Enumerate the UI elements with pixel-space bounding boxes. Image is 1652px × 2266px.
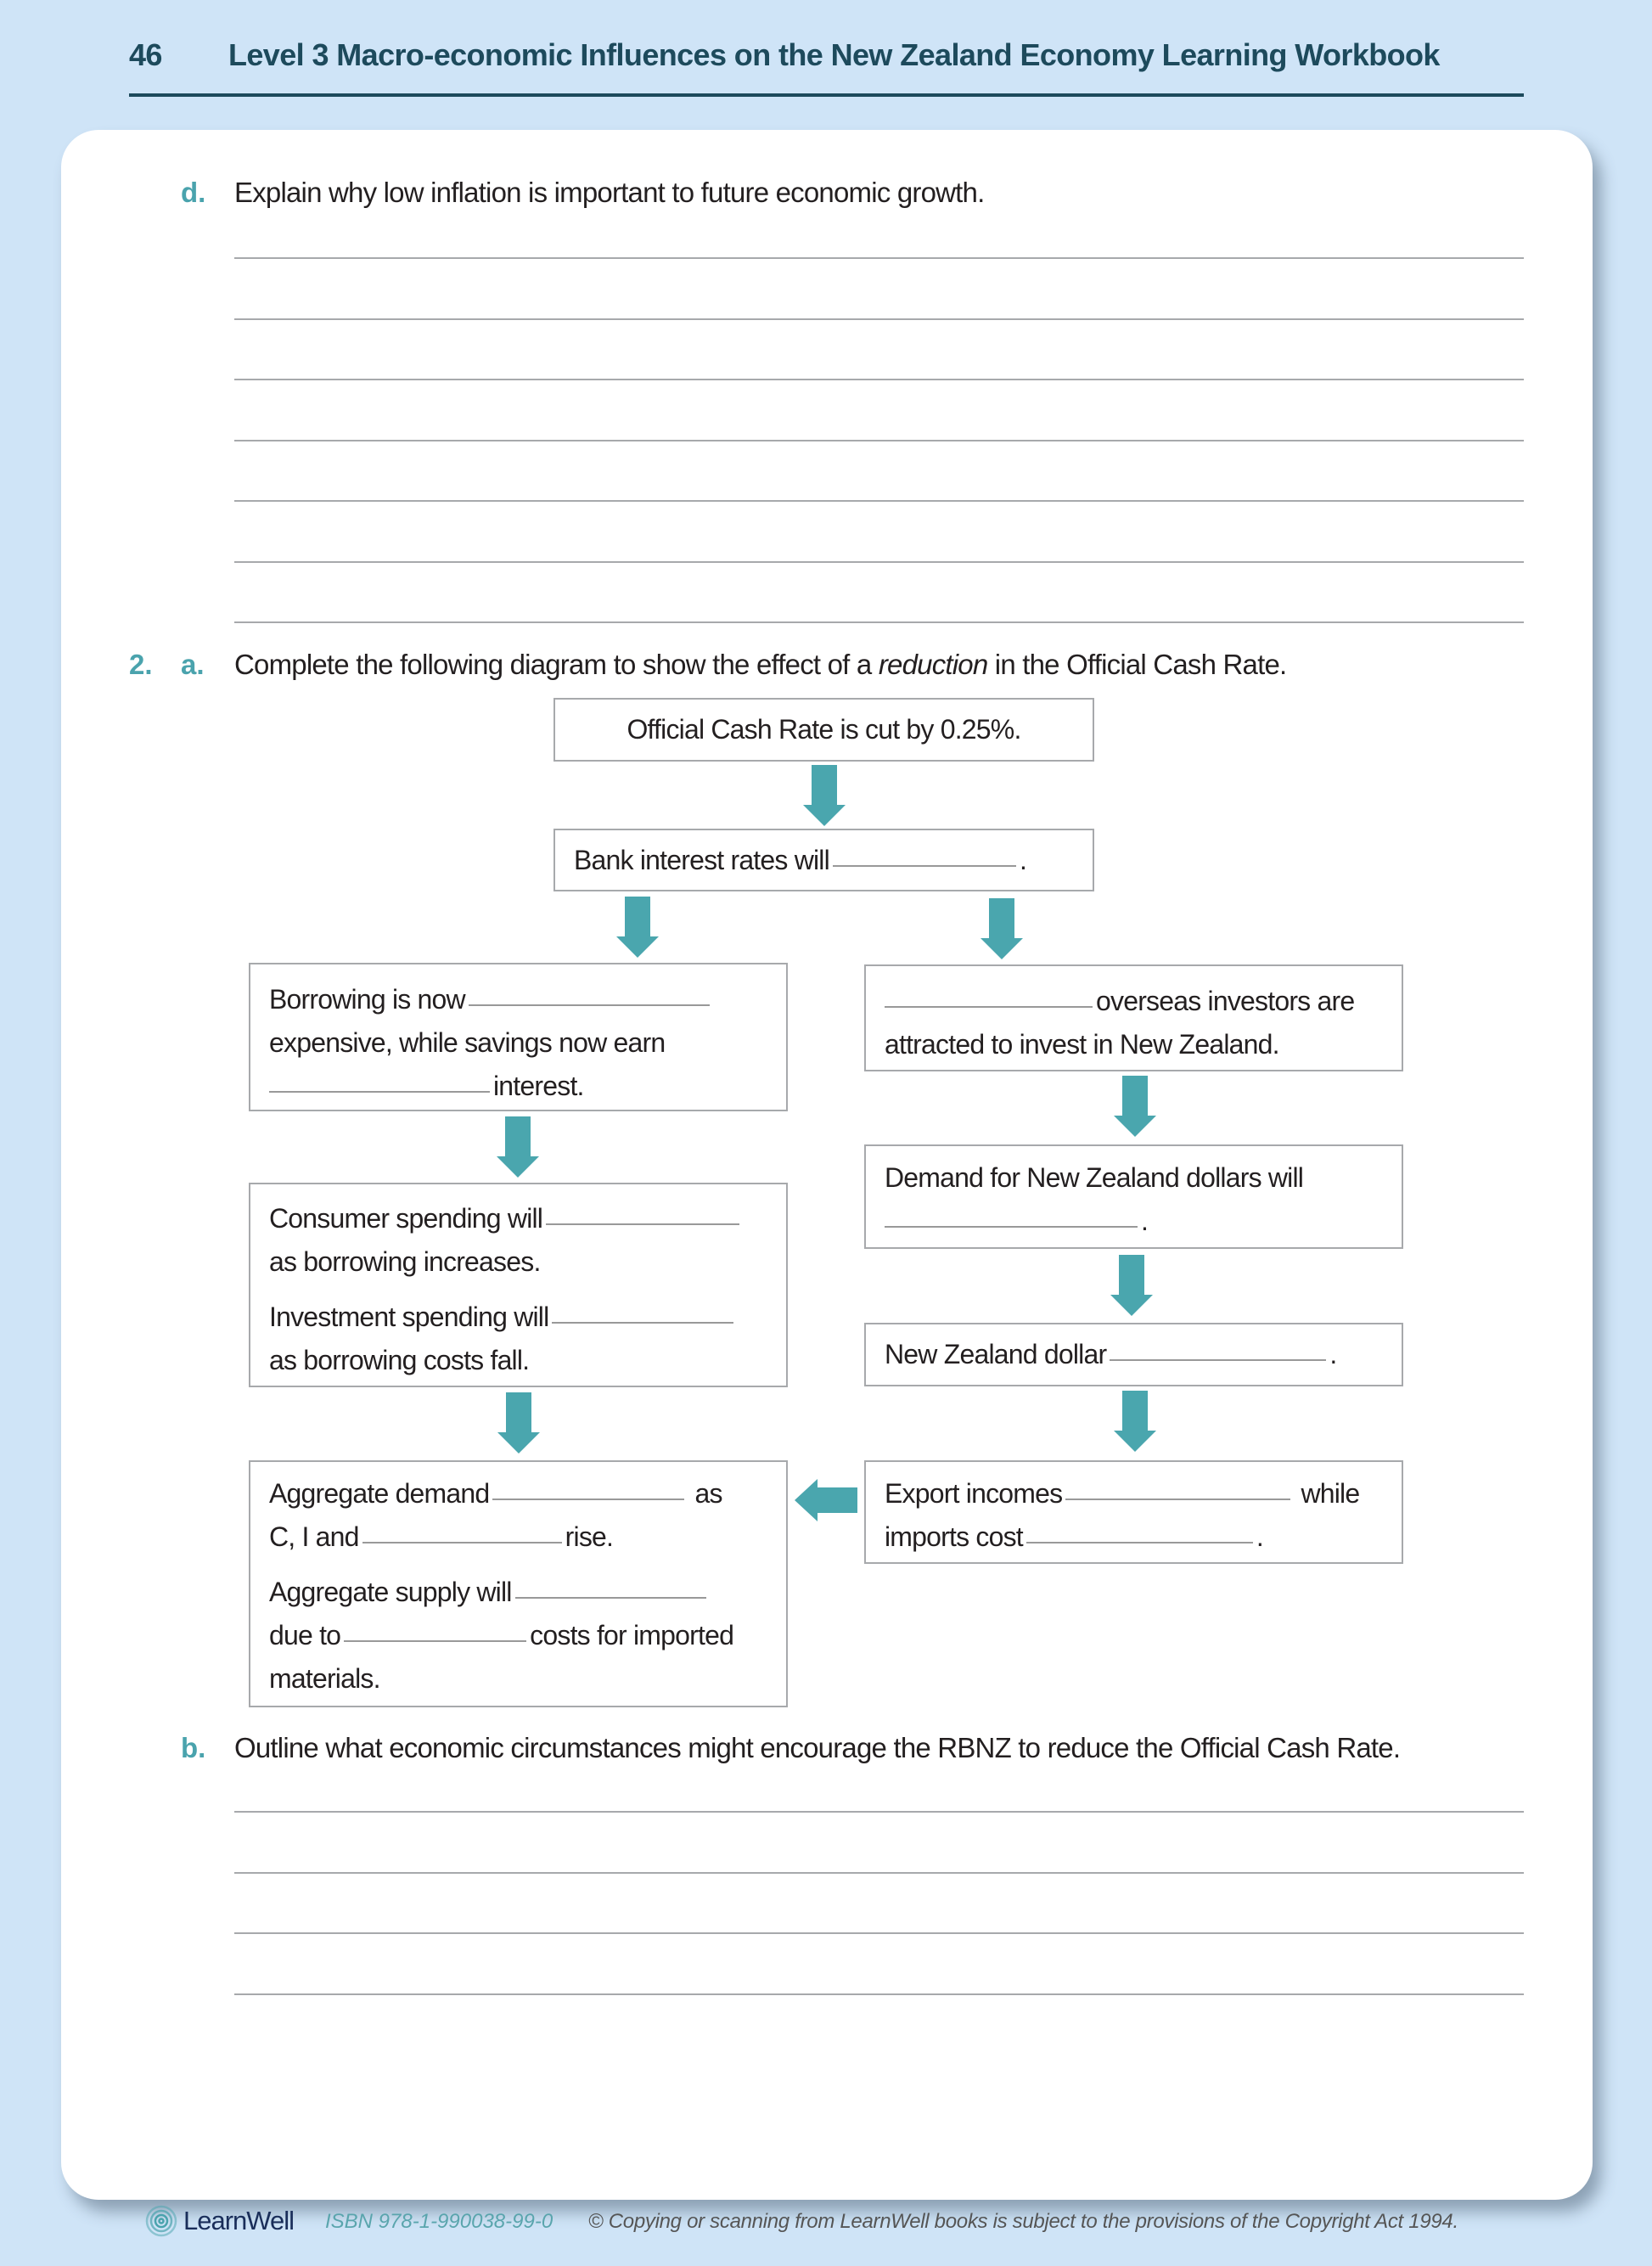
box-text: . bbox=[1256, 1521, 1264, 1552]
box-text: while bbox=[1301, 1478, 1360, 1509]
question-number-2: 2. bbox=[129, 649, 153, 680]
emphasis: reduction bbox=[878, 649, 988, 680]
arrow-down-icon bbox=[497, 1392, 540, 1454]
arrow-down-icon bbox=[981, 898, 1023, 959]
box-bank-interest: Bank interest rates will. bbox=[553, 829, 1094, 891]
question-2a-text: Complete the following diagram to show t… bbox=[234, 649, 1287, 681]
answer-line[interactable] bbox=[234, 1872, 1524, 1874]
box-text: interest. bbox=[493, 1071, 584, 1101]
box-text: as bbox=[694, 1478, 723, 1509]
blank-field[interactable] bbox=[546, 1223, 740, 1225]
box-borrowing: Borrowing is now expensive, while saving… bbox=[249, 963, 788, 1111]
box-exports: Export incomes while imports cost. bbox=[864, 1460, 1403, 1564]
isbn: ISBN 978-1-990038-99-0 bbox=[325, 2210, 553, 2233]
box-spending: Consumer spending will as borrowing incr… bbox=[249, 1183, 788, 1387]
box-text: overseas investors are bbox=[1096, 986, 1355, 1016]
blank-field[interactable] bbox=[468, 1004, 710, 1006]
box-text: rise. bbox=[565, 1521, 614, 1552]
box-text: attracted to invest in New Zealand. bbox=[885, 1029, 1280, 1060]
blank-field[interactable] bbox=[344, 1639, 527, 1642]
text: in the Official Cash Rate. bbox=[987, 649, 1287, 680]
arrow-down-icon bbox=[1114, 1391, 1156, 1452]
box-text: Official Cash Rate is cut by 0.25%. bbox=[627, 714, 1021, 745]
arrow-down-icon bbox=[616, 897, 659, 958]
box-text: Bank interest rates will bbox=[574, 845, 830, 875]
answer-line[interactable] bbox=[234, 621, 1524, 623]
answer-line[interactable] bbox=[234, 379, 1524, 380]
blank-field[interactable] bbox=[514, 1596, 706, 1599]
text: Complete the following diagram to show t… bbox=[234, 649, 879, 680]
box-ocr-cut: Official Cash Rate is cut by 0.25%. bbox=[553, 698, 1094, 762]
box-text: expensive, while savings now earn bbox=[269, 1027, 666, 1058]
box-text: Investment spending will bbox=[269, 1302, 549, 1332]
box-text: imports cost bbox=[885, 1521, 1024, 1552]
box-text: Borrowing is now bbox=[269, 984, 466, 1015]
answer-line[interactable] bbox=[234, 500, 1524, 502]
answer-line[interactable] bbox=[234, 561, 1524, 563]
box-text: Aggregate supply will bbox=[269, 1577, 512, 1607]
arrow-down-icon bbox=[1114, 1076, 1156, 1137]
box-nzd: New Zealand dollar. bbox=[864, 1323, 1403, 1386]
blank-field[interactable] bbox=[362, 1541, 562, 1543]
arrow-down-icon bbox=[1110, 1255, 1153, 1316]
blank-field[interactable] bbox=[269, 1090, 490, 1093]
blank-field[interactable] bbox=[492, 1498, 685, 1500]
box-text: as borrowing increases. bbox=[269, 1246, 541, 1277]
arrow-down-icon bbox=[803, 765, 846, 826]
box-text: . bbox=[1141, 1206, 1149, 1236]
blank-field[interactable] bbox=[885, 1005, 1093, 1008]
blank-field[interactable] bbox=[832, 864, 1016, 867]
question-2b-text: Outline what economic circumstances migh… bbox=[234, 1732, 1401, 1763]
answer-line[interactable] bbox=[234, 257, 1524, 259]
question-1d-text: Explain why low inflation is important t… bbox=[234, 177, 985, 208]
box-text: costs for imported bbox=[530, 1620, 734, 1650]
blank-field[interactable] bbox=[1110, 1358, 1327, 1361]
box-text: Consumer spending will bbox=[269, 1203, 543, 1234]
blank-field[interactable] bbox=[1025, 1541, 1253, 1543]
answer-line[interactable] bbox=[234, 1932, 1524, 1934]
box-text: C, I and bbox=[269, 1521, 359, 1552]
box-text: Aggregate demand bbox=[269, 1478, 490, 1509]
header-rule bbox=[129, 93, 1524, 97]
box-text: Demand for New Zealand dollars will bbox=[885, 1162, 1304, 1193]
question-label-a: a. bbox=[181, 649, 205, 680]
box-text: . bbox=[1019, 845, 1027, 875]
arrow-left-icon bbox=[795, 1479, 857, 1521]
blank-field[interactable] bbox=[885, 1225, 1138, 1228]
question-label-b: b. bbox=[181, 1732, 206, 1763]
box-aggregate: Aggregate demand as C, I and rise. Aggreg… bbox=[249, 1460, 788, 1707]
blank-field[interactable] bbox=[1065, 1498, 1291, 1500]
box-text: New Zealand dollar bbox=[885, 1339, 1107, 1369]
box-text: due to bbox=[269, 1620, 341, 1650]
question-label-d: d. bbox=[181, 177, 206, 208]
answer-line[interactable] bbox=[234, 1811, 1524, 1813]
arrow-down-icon bbox=[497, 1116, 539, 1178]
answer-line[interactable] bbox=[234, 1993, 1524, 1995]
answer-line[interactable] bbox=[234, 318, 1524, 320]
answer-line[interactable] bbox=[234, 440, 1524, 441]
book-title: Level 3 Macro-economic Influences on the… bbox=[228, 37, 1440, 72]
box-text: as borrowing costs fall. bbox=[269, 1345, 530, 1375]
learnwell-logo-text: LearnWell bbox=[183, 2206, 295, 2235]
copyright-notice: © Copying or scanning from LearnWell boo… bbox=[588, 2210, 1458, 2233]
box-text: . bbox=[1329, 1339, 1337, 1369]
box-text: materials. bbox=[269, 1663, 381, 1694]
box-demand-nzd: Demand for New Zealand dollars will . bbox=[864, 1144, 1403, 1249]
learnwell-logo-icon bbox=[145, 2205, 177, 2237]
box-text: Export incomes bbox=[885, 1478, 1063, 1509]
box-overseas-investors: overseas investors are attracted to inve… bbox=[864, 964, 1403, 1071]
blank-field[interactable] bbox=[552, 1321, 734, 1324]
page-number: 46 bbox=[129, 37, 162, 72]
